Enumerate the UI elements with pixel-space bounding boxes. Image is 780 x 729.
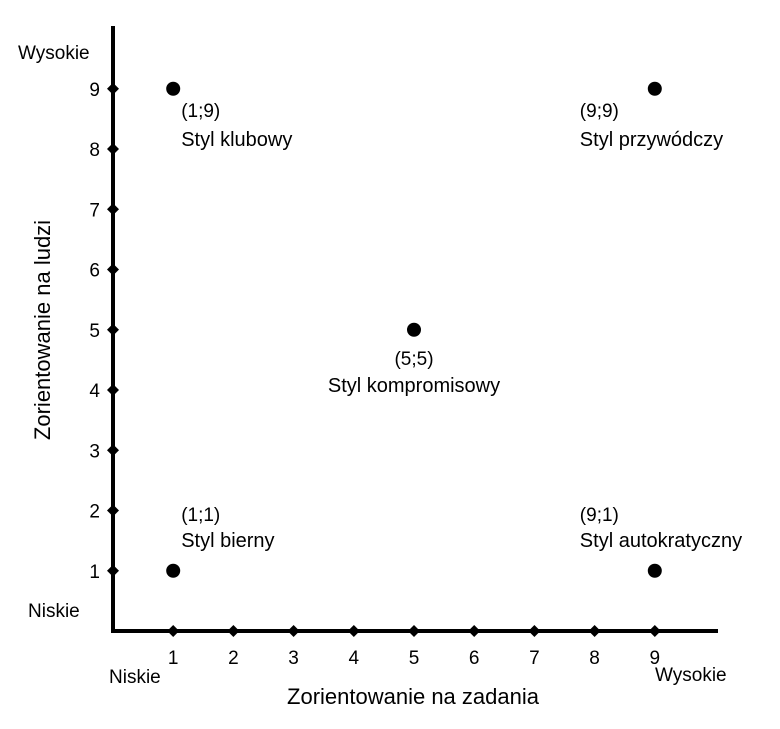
y-tick-label: 7 (89, 200, 100, 221)
point-coordinate-label: (9;1) (580, 505, 619, 526)
x-tick-label: 5 (409, 648, 420, 669)
point-style-label: Styl kompromisowy (328, 375, 500, 397)
y-tick-label: 4 (89, 381, 100, 402)
y-tick-mark (107, 323, 119, 336)
x-tick-mark (468, 625, 481, 637)
y-tick-label: 3 (89, 441, 100, 462)
data-point (166, 81, 181, 96)
y-tick-mark (107, 263, 119, 276)
x-tick-mark (528, 625, 541, 637)
x-tick-mark (227, 625, 240, 637)
x-tick-label: 7 (529, 648, 540, 669)
x-tick-label: 6 (469, 648, 480, 669)
point-coordinate-label: (1;1) (181, 505, 220, 526)
x-tick-label: 1 (168, 648, 179, 669)
y-tick-label: 8 (89, 140, 100, 161)
point-style-label: Styl bierny (181, 530, 274, 552)
y-high-label: Wysokie (18, 43, 90, 64)
y-tick-mark (107, 203, 119, 216)
y-axis-title: Zorientowanie na ludzi (30, 220, 55, 440)
x-axis-title: Zorientowanie na zadania (287, 684, 540, 709)
data-point (647, 563, 662, 578)
x-tick-label: 2 (228, 648, 239, 669)
y-tick-mark (107, 82, 119, 95)
x-tick-mark (648, 625, 661, 637)
x-tick-mark (408, 625, 420, 637)
x-high-label: Wysokie (655, 665, 727, 686)
point-style-label: Styl autokratyczny (580, 530, 742, 552)
data-point (166, 563, 181, 578)
y-tick-mark (107, 564, 119, 577)
y-tick-mark (107, 444, 119, 457)
y-tick-mark (107, 143, 119, 155)
x-tick-label: 3 (288, 648, 299, 669)
x-tick-label: 4 (349, 648, 360, 669)
x-tick-mark (287, 625, 300, 637)
y-tick-label: 1 (89, 562, 100, 583)
x-tick-label: 8 (589, 648, 600, 669)
y-low-label: Niskie (28, 601, 80, 622)
y-tick-mark (107, 384, 119, 396)
y-tick-label: 5 (89, 321, 100, 342)
y-tick-label: 9 (89, 80, 100, 101)
ticks-layer: 1 2 3 4 5 6 7 8 9 1 2 3 4 5 6 7 8 9 (89, 80, 661, 669)
x-tick-mark (588, 625, 601, 637)
y-tick-label: 2 (89, 502, 100, 523)
y-tick-mark (107, 504, 119, 517)
x-tick-mark (347, 625, 360, 637)
x-low-label: Niskie (109, 667, 161, 688)
y-tick-label: 6 (89, 261, 100, 282)
data-point (407, 322, 421, 337)
x-tick-mark (167, 625, 180, 637)
x-tick-label: 9 (650, 648, 661, 669)
point-coordinate-label: (1;9) (181, 101, 220, 122)
point-style-label: Styl przywódczy (580, 129, 723, 151)
point-coordinate-label: (9;9) (580, 101, 619, 122)
point-style-label: Styl klubowy (181, 129, 292, 151)
data-point (647, 81, 662, 96)
point-coordinate-label: (5;5) (394, 349, 433, 370)
points-layer: (1;9) Styl klubowy (9;9) Styl przywódczy (5;… (166, 81, 742, 578)
